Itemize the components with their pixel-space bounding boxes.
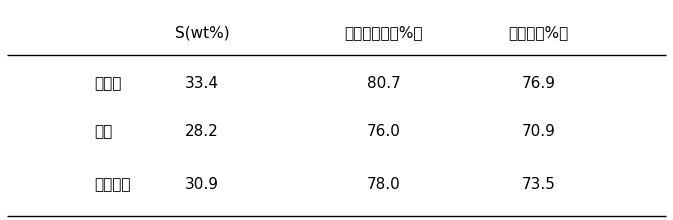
Text: 玉米秸秆: 玉米秸秆 <box>94 177 131 192</box>
Text: S(wt%): S(wt%) <box>174 26 229 40</box>
Text: 酯化率（%）: 酯化率（%） <box>508 26 569 40</box>
Text: 80.7: 80.7 <box>367 76 400 91</box>
Text: 30.9: 30.9 <box>185 177 219 192</box>
Text: 酚渣: 酚渣 <box>94 125 112 139</box>
Text: 33.4: 33.4 <box>185 76 219 91</box>
Text: 76.9: 76.9 <box>522 76 555 91</box>
Text: 28.2: 28.2 <box>185 125 219 139</box>
Text: 70.9: 70.9 <box>522 125 555 139</box>
Text: 还原糖得率（%）: 还原糖得率（%） <box>345 26 423 40</box>
Text: 78.0: 78.0 <box>367 177 400 192</box>
Text: 76.0: 76.0 <box>367 125 400 139</box>
Text: 73.5: 73.5 <box>522 177 555 192</box>
Text: 木质素: 木质素 <box>94 76 122 91</box>
